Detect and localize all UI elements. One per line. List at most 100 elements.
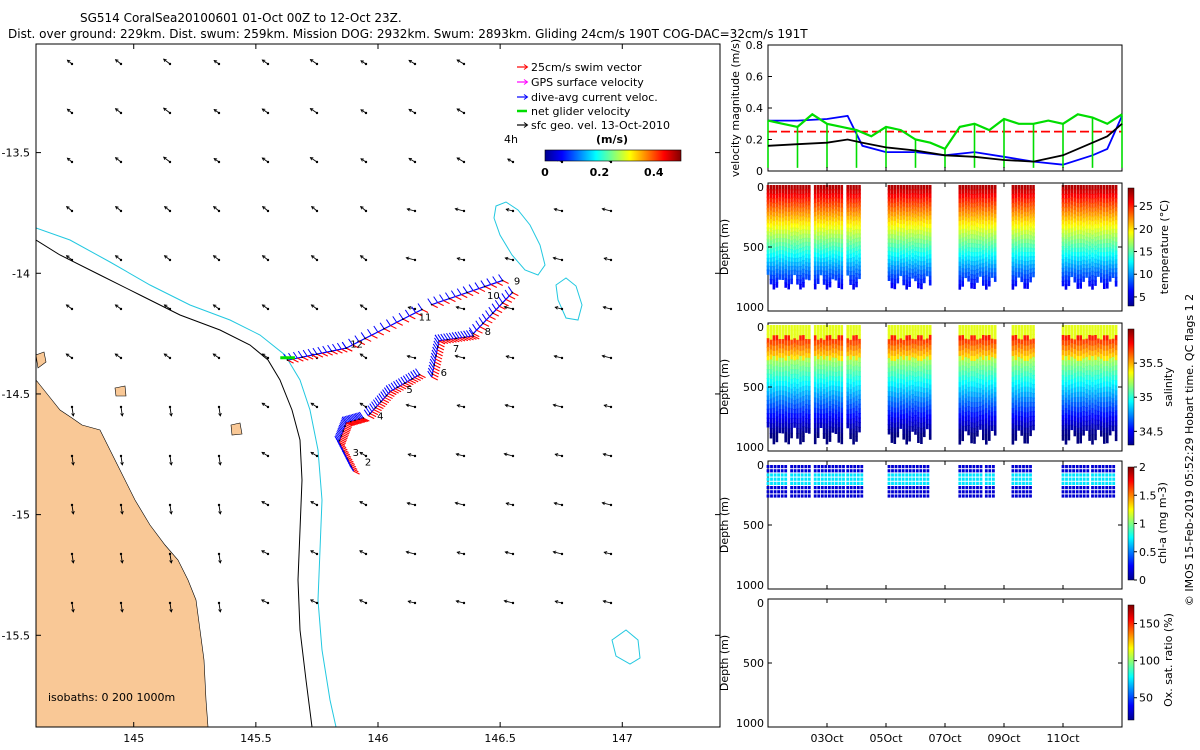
- section-sample: [1097, 338, 1100, 344]
- section-sample: [1097, 370, 1100, 376]
- section-sample: [1088, 360, 1091, 366]
- section-sample: [769, 253, 773, 259]
- section-sample: [958, 261, 962, 268]
- section-sample: [852, 248, 855, 254]
- section-sample: [1100, 260, 1103, 266]
- section-sample: [1088, 263, 1091, 269]
- section-sample: [813, 356, 817, 362]
- section-sample: [775, 189, 779, 195]
- section-sample: [1032, 200, 1035, 207]
- section-sample: [790, 359, 793, 365]
- section-sample: [793, 473, 797, 477]
- section-sample: [967, 339, 970, 345]
- section-sample: [858, 413, 861, 419]
- section-sample: [1097, 204, 1100, 211]
- section-sample: [1029, 397, 1032, 403]
- section-sample: [807, 469, 811, 473]
- section-sample: [902, 325, 905, 331]
- section-sample: [1088, 420, 1091, 426]
- section-sample: [813, 473, 817, 477]
- section-sample: [920, 355, 923, 362]
- section-sample: [1108, 189, 1112, 195]
- section-sample: [1097, 365, 1100, 372]
- section-sample: [849, 389, 852, 395]
- section-sample: [800, 481, 804, 485]
- section-sample: [837, 211, 841, 218]
- section-sample: [1061, 232, 1065, 239]
- section-sample: [1020, 210, 1023, 216]
- section-sample: [808, 193, 811, 199]
- section-sample: [1091, 234, 1094, 241]
- section-sample: [961, 370, 964, 376]
- tick-label: 5: [1139, 291, 1146, 304]
- section-sample: [923, 354, 926, 360]
- section-sample: [1026, 211, 1029, 218]
- section-sample: [825, 243, 829, 249]
- section-sample: [988, 430, 991, 436]
- sfc-velocity-arrowhead: [602, 599, 607, 604]
- sfc-velocity-arrowhead: [408, 108, 413, 113]
- section-sample: [813, 490, 817, 494]
- section-sample: [1088, 254, 1091, 261]
- sfc-velocity-arrowhead: [114, 59, 119, 63]
- swim-vector: [349, 463, 357, 468]
- section-sample: [769, 398, 773, 405]
- dac-vector: [504, 289, 510, 297]
- sfc-velocity-arrow-tail: [168, 307, 172, 311]
- section-sample: [1103, 189, 1106, 195]
- sfc-velocity-arrowhead: [359, 501, 363, 505]
- section-sample: [1094, 219, 1097, 226]
- section-sample: [855, 385, 858, 392]
- swim-vector: [326, 351, 333, 356]
- swim-vector: [461, 294, 468, 299]
- section-sample: [1097, 388, 1100, 394]
- dac-vector: [445, 292, 450, 299]
- section-sample: [808, 423, 811, 429]
- section-sample: [1070, 192, 1074, 199]
- waypoint-label: 6: [441, 368, 447, 379]
- section-sample: [781, 362, 785, 368]
- section-sample: [805, 209, 808, 215]
- section-sample: [887, 362, 891, 369]
- section-sample: [784, 345, 787, 351]
- sfc-velocity-arrowhead: [455, 452, 460, 457]
- section-sample: [837, 325, 841, 331]
- section-sample: [993, 239, 997, 245]
- section-sample: [769, 214, 773, 221]
- tick-label: 0: [757, 321, 764, 334]
- section-sample: [1111, 379, 1115, 386]
- section-sample: [914, 419, 917, 426]
- section-sample: [958, 275, 962, 281]
- section-sample: [1094, 359, 1097, 366]
- section-sample: [993, 209, 997, 216]
- section-sample: [1061, 267, 1065, 274]
- section-sample: [1097, 251, 1100, 258]
- swim-vector: [341, 446, 348, 451]
- section-sample: [979, 415, 982, 421]
- section-sample: [790, 349, 793, 355]
- section-sample: [1020, 411, 1023, 417]
- section-sample: [1103, 355, 1106, 362]
- dac-vector: [365, 407, 371, 414]
- section-sample: [781, 217, 785, 224]
- section-sample: [1020, 387, 1023, 393]
- velocity-panel: 00.20.40.60.8 velocity magnitude (m/s): [729, 39, 1123, 178]
- section-sample: [1020, 368, 1023, 374]
- section-sample: [979, 220, 982, 226]
- swim-vector: [360, 418, 367, 423]
- section-sample: [988, 370, 991, 376]
- section-sample: [855, 207, 858, 213]
- section-sample: [982, 330, 985, 336]
- section-sample: [775, 436, 779, 443]
- section-sample: [899, 365, 903, 371]
- section-sample: [988, 380, 991, 386]
- section-sample: [988, 350, 991, 356]
- section-sample: [1064, 194, 1068, 200]
- section-sample: [858, 197, 861, 203]
- section-sample: [982, 354, 985, 361]
- section-sample: [816, 193, 820, 199]
- section-sample: [808, 371, 811, 378]
- dac-vector: [371, 401, 376, 408]
- section-sample: [920, 330, 923, 336]
- section-sample: [1106, 225, 1109, 231]
